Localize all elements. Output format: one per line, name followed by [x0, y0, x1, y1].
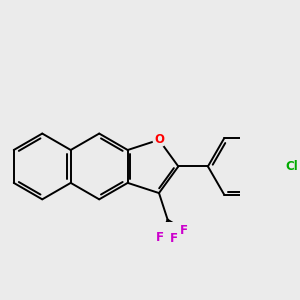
Text: O: O	[154, 133, 164, 146]
Text: Cl: Cl	[285, 160, 298, 173]
Text: F: F	[180, 224, 188, 237]
Text: F: F	[156, 231, 164, 244]
Text: F: F	[170, 232, 178, 245]
